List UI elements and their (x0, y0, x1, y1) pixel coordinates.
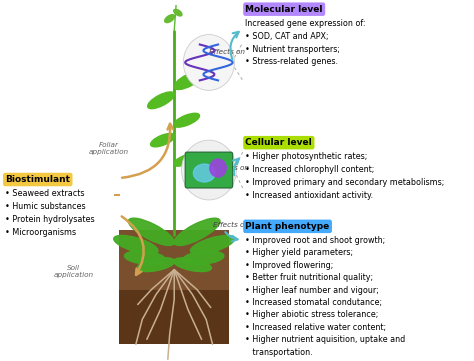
Circle shape (183, 35, 235, 90)
Text: • Higher nutrient aquisition, uptake and: • Higher nutrient aquisition, uptake and (246, 335, 406, 344)
Text: • Higher abiotic stress tolerance;: • Higher abiotic stress tolerance; (246, 310, 379, 319)
Text: • Stress-related genes.: • Stress-related genes. (246, 57, 338, 66)
Text: Cellular level: Cellular level (246, 138, 312, 147)
Text: Plant phenotype: Plant phenotype (246, 222, 330, 231)
Circle shape (182, 140, 237, 200)
Ellipse shape (191, 235, 235, 254)
Circle shape (210, 159, 226, 177)
Ellipse shape (173, 258, 211, 271)
Text: Soil
application: Soil application (54, 265, 94, 278)
Text: transportation.: transportation. (246, 348, 313, 357)
Ellipse shape (174, 218, 220, 245)
Text: • Seaweed extracts: • Seaweed extracts (5, 189, 85, 198)
Text: • Higher leaf number and vigour;: • Higher leaf number and vigour; (246, 286, 379, 295)
Text: • Increased chlorophyll content;: • Increased chlorophyll content; (246, 165, 375, 174)
Text: Foliar
application: Foliar application (88, 142, 128, 155)
Ellipse shape (173, 113, 200, 127)
Ellipse shape (193, 164, 215, 182)
Text: • Increased stomatal condutance;: • Increased stomatal condutance; (246, 298, 383, 307)
Text: • Protein hydrolysates: • Protein hydrolysates (5, 215, 95, 224)
Ellipse shape (128, 218, 174, 245)
Text: • Higher yield parameters;: • Higher yield parameters; (246, 248, 354, 257)
Ellipse shape (183, 251, 224, 265)
Ellipse shape (174, 9, 182, 16)
FancyBboxPatch shape (185, 152, 233, 188)
Ellipse shape (147, 92, 174, 109)
Ellipse shape (125, 251, 165, 265)
Text: • Improved primary and secondary metabolisms;: • Improved primary and secondary metabol… (246, 178, 445, 187)
Text: • SOD, CAT and APX;: • SOD, CAT and APX; (246, 31, 329, 40)
FancyBboxPatch shape (119, 230, 229, 344)
Text: • Improved flowering;: • Improved flowering; (246, 261, 334, 270)
Ellipse shape (137, 258, 175, 271)
Text: • Better fruit nutritional quality;: • Better fruit nutritional quality; (246, 273, 374, 282)
Text: Effects on: Effects on (213, 165, 249, 171)
Text: • Increased relative water content;: • Increased relative water content; (246, 323, 387, 332)
Text: Increased gene expression of:: Increased gene expression of: (246, 19, 366, 28)
Ellipse shape (114, 235, 158, 254)
Text: • Increased antioxidant activity.: • Increased antioxidant activity. (246, 191, 374, 200)
FancyBboxPatch shape (119, 290, 229, 344)
FancyArrowPatch shape (122, 216, 144, 275)
Ellipse shape (164, 15, 174, 23)
Text: Molecular level: Molecular level (246, 5, 323, 14)
FancyArrowPatch shape (122, 124, 173, 178)
Text: • Nutrient transporters;: • Nutrient transporters; (246, 44, 340, 53)
Ellipse shape (151, 134, 175, 147)
Text: • Higher photosynthetic rates;: • Higher photosynthetic rates; (246, 152, 368, 161)
Text: • Humic substances: • Humic substances (5, 202, 86, 211)
Text: Effects on: Effects on (213, 222, 249, 228)
Text: • Improved root and shoot growth;: • Improved root and shoot growth; (246, 236, 386, 245)
Ellipse shape (173, 154, 196, 166)
Text: Effects on: Effects on (209, 49, 245, 56)
Text: Biostimulant: Biostimulant (5, 175, 70, 184)
Ellipse shape (174, 71, 203, 90)
Text: • Microorganisms: • Microorganisms (5, 228, 76, 237)
